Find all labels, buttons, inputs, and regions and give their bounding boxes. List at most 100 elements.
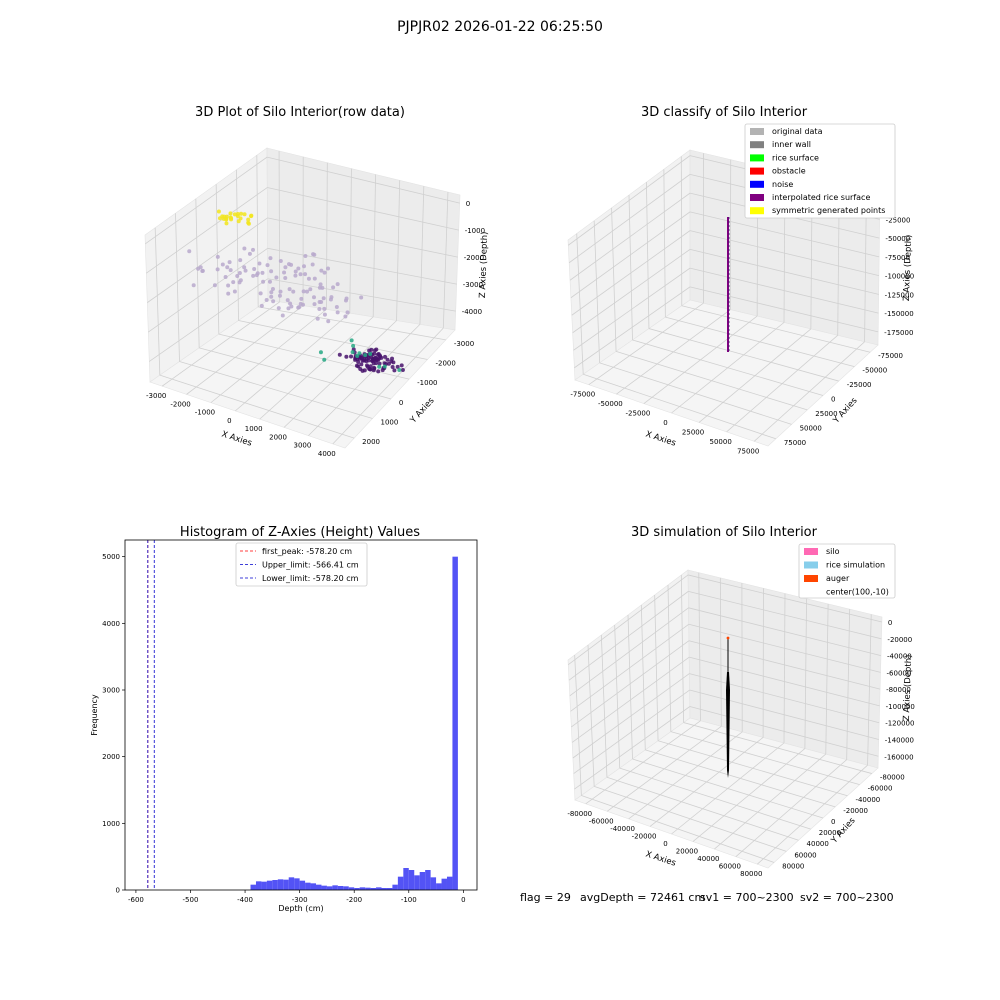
grid-line [574,654,582,796]
data-point [392,368,397,373]
grid-line [783,593,786,744]
data-point [400,367,405,372]
grid-line [615,351,808,411]
y-tick-label: 2000 [362,438,380,446]
grid-line [689,286,879,333]
x-tick-label: 0 [461,896,465,904]
histogram-bar [343,886,349,890]
x-tick-label: 60000 [719,863,741,871]
grid-line [186,305,304,395]
grid-line [571,640,690,728]
z-tick-label: -3000 [463,281,483,289]
grid-line [199,347,391,400]
legend-label: center(100,-10) [826,588,889,597]
silo-simulation-object [726,636,730,778]
histogram-bar [359,887,366,890]
data-point [370,358,375,363]
data-point [331,285,336,290]
histogram-bar [414,875,420,890]
legend-swatch [804,575,818,582]
data-point [344,296,349,301]
x-axis-label: X Axies [644,429,677,448]
grid-line [600,634,608,778]
data-point [357,351,362,356]
legend-swatch [750,194,764,201]
data-point [246,221,251,226]
data-point [359,355,364,360]
data-point [364,363,369,368]
histogram-bar [397,876,404,890]
data-point [301,289,306,294]
data-point [383,354,388,359]
data-point [368,364,373,369]
grid-line [698,572,701,721]
y-tick-label: -80000 [880,774,905,782]
x-tick-label: 40000 [697,855,719,863]
x-tick-label: 2000 [269,433,287,441]
data-point [354,363,359,368]
data-point [271,299,276,304]
data-point [187,249,192,254]
grid-line [587,644,595,787]
grid-line [179,361,373,419]
grid-line [867,614,872,766]
grid-line [161,301,280,387]
histogram-bar [321,885,327,890]
data-point [247,251,252,256]
legend-swatch [750,180,764,188]
grid-line [689,248,879,295]
y-tick-label: 5000 [102,553,120,561]
histogram-bar [250,884,256,890]
data-point [395,364,400,369]
data-point [198,265,203,270]
data-point [283,265,288,270]
legend-swatch [750,207,764,215]
grid-line [568,591,689,681]
z-axis-label: Z Axies (Depth) [478,231,490,298]
data-point [311,295,316,300]
histogram-bar [425,870,431,890]
data-point [232,289,237,294]
histogram-bar [299,880,306,890]
grid-line [654,594,659,741]
chart-title: 3D simulation of Silo Interior [631,525,818,540]
grid-line [719,577,722,727]
y-tick-label: -20000 [843,807,868,815]
data-point [306,276,311,281]
histogram-bar [310,883,317,890]
histogram-bar [436,883,442,890]
grid-line [611,207,617,352]
legend-swatch [804,561,818,569]
data-point [252,267,257,272]
data-point [225,265,230,270]
data-point [312,302,317,307]
x-tick-label: -1000 [195,409,215,417]
data-point [328,297,333,302]
grid-line [326,162,328,310]
grid-line [308,324,421,436]
z-tick-label: -75000 [885,254,910,262]
legend-label: Lower_limit: -578.20 cm [262,574,359,583]
z-tick-label: -80000 [886,686,911,694]
legend: silo rice simulation auger center(100,-10) [798,543,896,599]
data-point [242,212,247,217]
z-tick-label: -100000 [886,703,915,711]
grid-line [573,267,691,351]
grid-line [278,150,281,302]
y-tick-label: 20000 [819,829,841,837]
x-tick-label: -100 [401,896,417,904]
y-tick-label: 25000 [815,410,837,418]
data-point [243,268,248,273]
legend-label: Upper_limit: -566.41 cm [262,561,359,570]
grid-line [154,227,161,376]
histogram-bar [288,877,295,890]
data-point [372,348,377,353]
legend-label: noise [772,180,793,189]
legend-label: inner wall [772,140,811,149]
data-point [242,246,247,251]
data-point [232,212,237,217]
y-tick-label: -3000 [454,340,474,348]
legend: original data inner wall rice surface obsta… [744,123,896,219]
data-point [397,367,402,372]
data-point [312,252,317,257]
